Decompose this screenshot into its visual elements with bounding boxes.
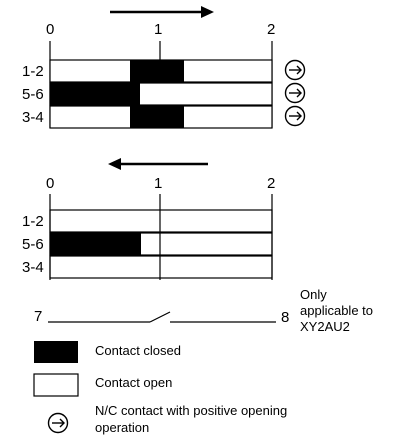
positive-opening-icon (284, 105, 306, 127)
switch-note-line-2: applicable to (300, 303, 373, 318)
switch-note-line-1: Only (300, 287, 327, 302)
bottom-row-label-3-4: 3-4 (22, 259, 44, 276)
bottom-row-label-5-6: 5-6 (22, 236, 44, 253)
legend-open-label: Contact open (95, 375, 172, 390)
legend: Contact closed Contact open N/C contact … (33, 341, 287, 435)
top-scale-2: 2 (267, 21, 275, 38)
legend-closed-swatch (34, 341, 78, 363)
top-row-3-4-closed (130, 106, 184, 128)
legend-positive-label-line-1: N/C contact with positive opening (95, 403, 287, 418)
top-scale-1: 1 (154, 21, 162, 38)
positive-opening-icon (284, 82, 306, 104)
top-row-1-2-closed (130, 60, 184, 82)
bottom-scale-0: 0 (46, 175, 54, 192)
top-diagram: 0 1 2 1-2 5-6 3-4 (22, 6, 306, 129)
bottom-diagram: 0 1 2 1-2 5-6 3-4 (22, 158, 275, 280)
top-row-label-3-4: 3-4 (22, 109, 44, 126)
switch-right-label: 8 (281, 309, 289, 326)
positive-opening-icon (284, 59, 306, 81)
legend-closed-label: Contact closed (95, 343, 181, 358)
top-row-label-1-2: 1-2 (22, 63, 44, 80)
bottom-row-label-1-2: 1-2 (22, 213, 44, 230)
switch-note-line-3: XY2AU2 (300, 319, 350, 334)
top-row-label-5-6: 5-6 (22, 86, 44, 103)
direction-arrow-left-head (108, 158, 121, 170)
bottom-row-1-2-track (49, 209, 273, 233)
bottom-row-3-4-track (49, 255, 273, 279)
bottom-scale-1: 1 (154, 175, 162, 192)
bottom-row-5-6-closed (50, 233, 141, 255)
switch-line: 7 8 Only applicable to XY2AU2 (34, 287, 373, 334)
direction-arrow-right-head (201, 6, 214, 18)
positive-opening-icon (47, 412, 69, 434)
legend-open-swatch (33, 373, 79, 397)
legend-positive-label-line-2: operation (95, 420, 149, 435)
switch-left-label: 7 (34, 308, 42, 325)
top-scale-0: 0 (46, 21, 54, 38)
top-row-5-6-closed (50, 83, 140, 105)
bottom-scale-2: 2 (267, 175, 275, 192)
